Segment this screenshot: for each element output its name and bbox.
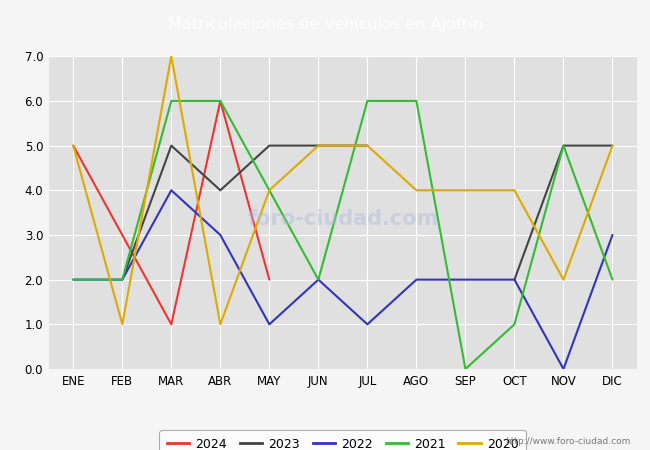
Text: Matriculaciones de Vehiculos en Ajofrín: Matriculaciones de Vehiculos en Ajofrín: [168, 16, 482, 32]
Legend: 2024, 2023, 2022, 2021, 2020: 2024, 2023, 2022, 2021, 2020: [159, 430, 526, 450]
Text: foro-ciudad.com: foro-ciudad.com: [247, 209, 439, 229]
Text: http://www.foro-ciudad.com: http://www.foro-ciudad.com: [505, 437, 630, 446]
